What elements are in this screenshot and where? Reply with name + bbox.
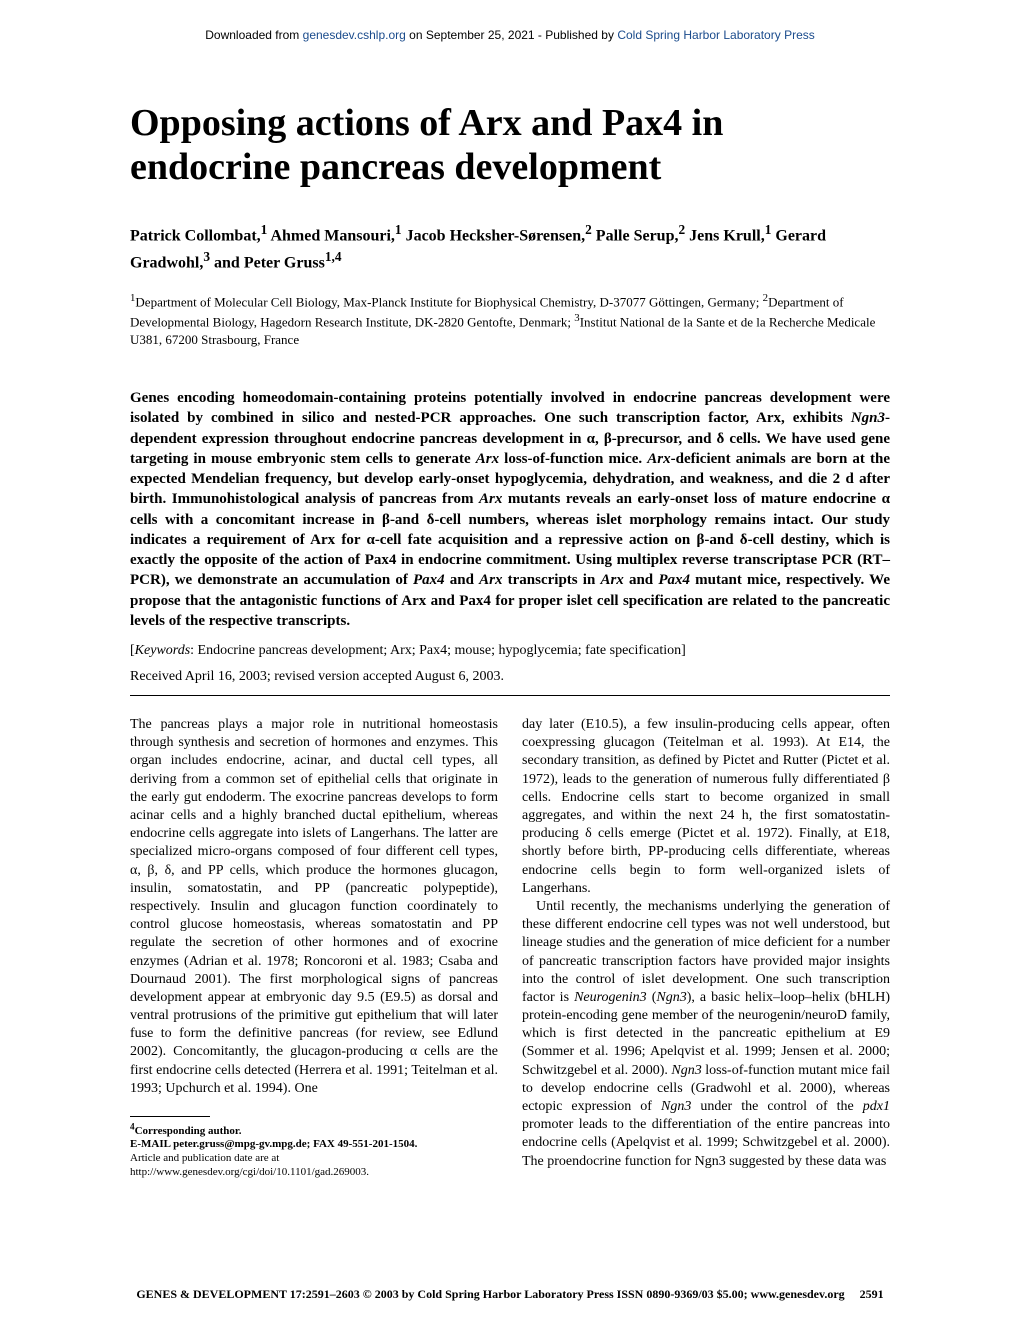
page-content: Opposing actions of Arx and Pax4 in endo… (0, 42, 1020, 1180)
abstract: Genes encoding homeodomain-containing pr… (130, 388, 890, 631)
body-paragraph-1: The pancreas plays a major role in nutri… (130, 716, 498, 1098)
corresponding-author: 4Corresponding author. (130, 1121, 498, 1138)
body-text: The pancreas plays a major role in nutri… (130, 716, 890, 1180)
page-number: 2591 (860, 1287, 884, 1301)
section-divider (130, 695, 890, 696)
keywords: [Keywords: Endocrine pancreas developmen… (130, 643, 890, 659)
affiliations: 1Department of Molecular Cell Biology, M… (130, 291, 890, 348)
body-paragraph-3: Until recently, the mechanisms underlyin… (522, 898, 890, 1171)
article-title: Opposing actions of Arx and Pax4 in endo… (130, 102, 890, 189)
footnote-divider (130, 1116, 210, 1117)
email-fax: E-MAIL peter.gruss@mpg-gv.mpg.de; FAX 49… (130, 1138, 498, 1152)
footnotes: 4Corresponding author. E-MAIL peter.grus… (130, 1121, 498, 1180)
article-info: Article and publication date are at http… (130, 1152, 498, 1180)
authors: Patrick Collombat,1 Ahmed Mansouri,1 Jac… (130, 221, 890, 274)
footer-citation: GENES & DEVELOPMENT 17:2591–2603 © 2003 … (136, 1287, 844, 1301)
download-prefix: Downloaded from (205, 28, 302, 42)
page-footer: GENES & DEVELOPMENT 17:2591–2603 © 2003 … (0, 1287, 1020, 1302)
download-header: Downloaded from genesdev.cshlp.org on Se… (0, 0, 1020, 42)
received-date: Received April 16, 2003; revised version… (130, 669, 890, 685)
genesdev-link[interactable]: genesdev.cshlp.org (303, 28, 406, 42)
body-paragraph-2: day later (E10.5), a few insulin-produci… (522, 716, 890, 898)
cshl-link[interactable]: Cold Spring Harbor Laboratory Press (617, 28, 814, 42)
download-middle: on September 25, 2021 - Published by (406, 28, 617, 42)
